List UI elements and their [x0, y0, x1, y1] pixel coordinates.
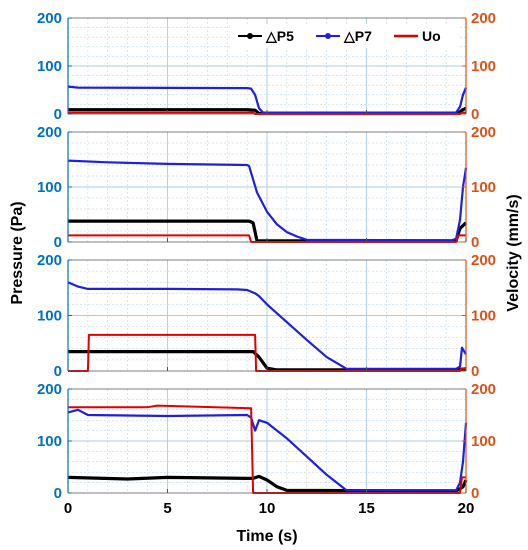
- legend-label-dp5: △P5: [265, 28, 294, 44]
- right-tick-label: 0: [471, 485, 479, 502]
- right-tick-label: 100: [471, 308, 496, 325]
- panel-3: 0 100 200 0 100 200: [37, 252, 496, 380]
- series-line-dp7: [67, 281, 467, 370]
- x-tick-label: 0: [64, 500, 72, 517]
- right-tick-label: 200: [471, 10, 496, 27]
- series-line-dp7: [67, 85, 468, 114]
- x-tick-label: 15: [358, 500, 375, 517]
- panel-4: 0 100 200 0 100 200 0 5 10 15 20: [37, 381, 496, 517]
- legend-marker-dp5: [247, 33, 253, 39]
- left-tick-label: 200: [37, 381, 62, 398]
- x-axis-label: Time (s): [236, 528, 297, 545]
- left-tick-label: 100: [37, 433, 62, 450]
- right-tick-label: 200: [471, 381, 496, 398]
- chart-panels: 0100200010020001002000100200010020001002…: [37, 10, 496, 517]
- left-tick-label: 0: [54, 234, 62, 251]
- x-tick-label: 5: [163, 500, 171, 517]
- legend-label-uo: Uo: [422, 28, 441, 44]
- left-tick-label: 200: [37, 124, 62, 141]
- left-tick-label: 200: [37, 252, 62, 269]
- legend-marker-dp7: [325, 33, 331, 39]
- left-tick-label: 100: [37, 58, 62, 75]
- right-tick-label: 100: [471, 58, 496, 75]
- series-line-uo: [68, 404, 466, 494]
- left-tick-label: 200: [37, 10, 62, 27]
- right-tick-label: 0: [471, 106, 479, 123]
- series-line-uo: [68, 333, 466, 372]
- x-tick-label: 10: [259, 500, 276, 517]
- left-tick-label: 0: [54, 363, 62, 380]
- left-tick-label: 0: [54, 485, 62, 502]
- series-line-dp7: [67, 408, 468, 492]
- y-axis-label-right: Velocity (mm/s): [505, 194, 522, 311]
- series-line-dp5: [68, 219, 468, 243]
- legend-box: [232, 24, 460, 48]
- left-tick-label: 0: [54, 106, 62, 123]
- legend-label-dp7: △P7: [343, 28, 372, 44]
- right-tick-label: 0: [471, 234, 479, 251]
- right-tick-label: 0: [471, 363, 479, 380]
- gridlines: [68, 132, 466, 242]
- left-tick-label: 100: [37, 308, 62, 325]
- right-tick-label: 100: [471, 179, 496, 196]
- right-tick-label: 200: [471, 252, 496, 269]
- x-tick-label: 20: [458, 500, 475, 517]
- left-tick-label: 100: [37, 179, 62, 196]
- panel-2: 0 100 200 0 100 200: [37, 124, 496, 251]
- right-tick-label: 200: [471, 124, 496, 141]
- legend: △P5 △P7 Uo: [232, 24, 460, 48]
- series-line-dp7: [67, 159, 468, 242]
- right-tick-label: 100: [471, 433, 496, 450]
- y-axis-label-left: Pressure (Pa): [9, 201, 26, 304]
